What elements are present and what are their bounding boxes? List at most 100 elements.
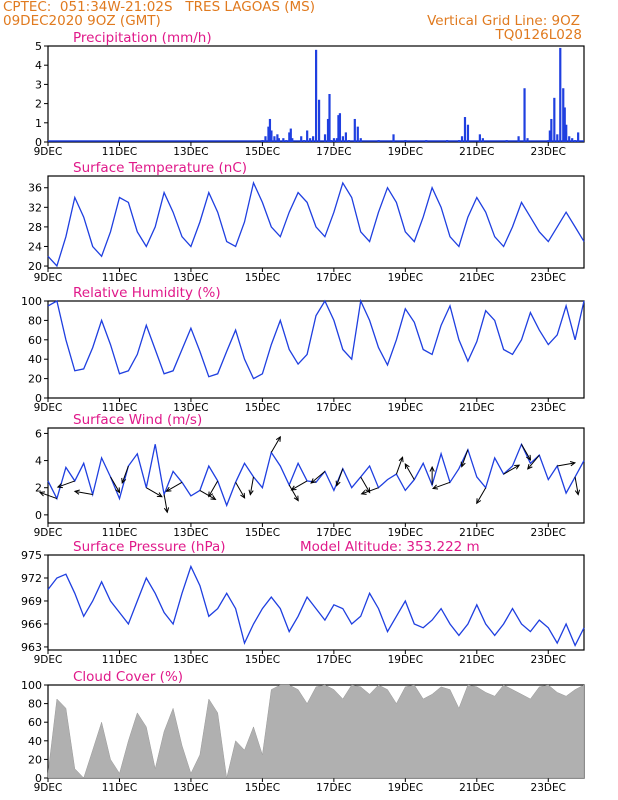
rh-xtick-label: 9DEC	[34, 402, 63, 414]
wind-arrow-shaft	[199, 489, 216, 500]
temp-ytick-label: 32	[28, 201, 42, 214]
rh-ytick-label: 20	[28, 373, 42, 386]
wind-arrow-head	[360, 489, 367, 495]
temp-ytick-label: 28	[28, 221, 42, 234]
wind-arrow-shaft	[476, 487, 487, 504]
wind-arrow	[121, 465, 129, 484]
wind-arrow	[290, 480, 308, 491]
cloud-xtick-label: 13DEC	[173, 782, 208, 794]
pres-ytick-label: 975	[21, 549, 42, 562]
wind-arrow	[360, 487, 379, 495]
pres-ytick-label: 969	[21, 595, 42, 608]
wind-arrow-head	[429, 465, 435, 472]
rh-ytick-label: 40	[28, 353, 42, 366]
wind-arrow	[163, 494, 170, 514]
temp-ytick-label: 20	[28, 260, 42, 273]
precip-bar	[553, 97, 556, 142]
rh-xtick-label: 13DEC	[173, 402, 208, 414]
rh-ytick-label: 80	[28, 314, 42, 327]
wind-arrow	[310, 471, 326, 484]
temp-xtick-label: 13DEC	[173, 272, 208, 284]
wind-arrow	[574, 476, 581, 496]
rh-panel: 0 20 40 60 80 100 9DEC 11DEC 13DEC 15DEC 17DEC 19DE…	[21, 285, 585, 414]
cloud-ytick-label: 0	[35, 772, 42, 785]
wind-arrow-head	[526, 454, 532, 461]
precip-ytick-label: 1	[35, 117, 42, 130]
precip-bar	[338, 113, 342, 142]
wind-arrow-head	[514, 464, 521, 470]
precip-bar	[460, 136, 464, 142]
wind-arrow-head	[208, 491, 214, 498]
wind-ytick-label: 0	[35, 509, 42, 522]
wind-xtick-label: 21DEC	[459, 527, 494, 539]
precip-title: Precipitation (mm/h)	[73, 30, 212, 46]
wind-arrow-head	[240, 492, 246, 499]
cloud-xtick-label: 19DEC	[388, 782, 423, 794]
wind-xtick-label: 13DEC	[173, 527, 208, 539]
precip-ytick-label: 3	[35, 78, 42, 91]
precip-bar	[517, 136, 520, 142]
precip-bar	[267, 126, 270, 142]
cloud-ytick-label: 40	[28, 735, 42, 748]
wind-arrow-shaft	[235, 482, 246, 499]
pres-xtick-label: 11DEC	[102, 654, 137, 666]
precip-bar	[276, 134, 279, 142]
wind-arrow-shaft	[521, 444, 531, 461]
cloud-panel: 0 20 40 60 80 100 9DEC 11DEC 13DEC 15DEC 17DEC 19DE…	[21, 669, 585, 794]
wind-arrow-shaft	[432, 481, 451, 489]
wind-panel: 0 2 4 6 9DEC 11DEC 13DEC 15DEC 17DEC 19DEC 21DEC 23…	[34, 412, 585, 539]
wind-arrow-head	[476, 498, 482, 505]
cloud-xtick-label: 15DEC	[245, 782, 280, 794]
precip-bar	[565, 124, 568, 142]
precip-bar	[562, 88, 565, 142]
precip-bar	[335, 138, 339, 142]
precip-bar	[356, 126, 359, 142]
precip-bar	[326, 118, 330, 142]
wind-arrow	[235, 482, 246, 499]
wind-arrow-head	[275, 435, 281, 442]
precip-bar	[328, 94, 331, 142]
wind-ytick-label: 4	[35, 455, 42, 468]
wind-arrow	[429, 465, 435, 485]
wind-arrow-shaft	[146, 487, 163, 498]
wind-arrow-shaft	[395, 457, 404, 475]
wind-arrow-head	[121, 477, 127, 484]
wind-arrow	[270, 435, 281, 453]
header-vertical-grid: Vertical Grid Line: 9OZ	[427, 13, 580, 29]
wind-arrow-head	[156, 492, 163, 498]
precip-bar	[481, 138, 484, 142]
wind-arrow-head	[310, 478, 317, 484]
pres-annotation: Model Altitude: 353.222 m	[300, 539, 480, 555]
precip-bar	[556, 134, 559, 142]
wind-arrow-shaft	[39, 491, 58, 500]
wind-arrow-head	[460, 461, 466, 468]
precip-bar	[317, 99, 321, 142]
pres-title: Surface Pressure (hPa)	[73, 539, 226, 555]
wind-arrow-shaft	[163, 494, 168, 513]
cloud-xtick-label: 23DEC	[531, 782, 566, 794]
temp-frame	[47, 175, 585, 269]
precip-bar	[300, 136, 303, 142]
precip-bar	[289, 128, 292, 142]
wind-arrow-head	[248, 489, 254, 496]
temp-xtick-label: 9DEC	[34, 272, 63, 284]
precip-bar	[315, 49, 318, 143]
rh-ytick-label: 60	[28, 334, 42, 347]
precip-xtick-label: 23DEC	[531, 146, 566, 158]
pres-series-line	[47, 564, 585, 647]
wind-arrow	[110, 476, 121, 494]
precip-bar	[268, 118, 272, 142]
wind-arrow	[432, 481, 451, 490]
wind-arrow-shaft	[404, 463, 415, 480]
cloud-ytick-label: 20	[28, 753, 42, 766]
precip-ytick-label: 4	[35, 59, 42, 72]
wind-arrow-shaft	[291, 480, 308, 491]
precip-bar	[478, 134, 481, 142]
wind-arrow-shaft	[336, 468, 344, 486]
wind-arrow-shaft	[361, 487, 379, 495]
cloud-area	[47, 684, 585, 779]
precip-xtick-label: 17DEC	[316, 146, 351, 158]
wind-arrow-shaft	[249, 476, 254, 495]
rh-xtick-label: 17DEC	[316, 402, 351, 414]
